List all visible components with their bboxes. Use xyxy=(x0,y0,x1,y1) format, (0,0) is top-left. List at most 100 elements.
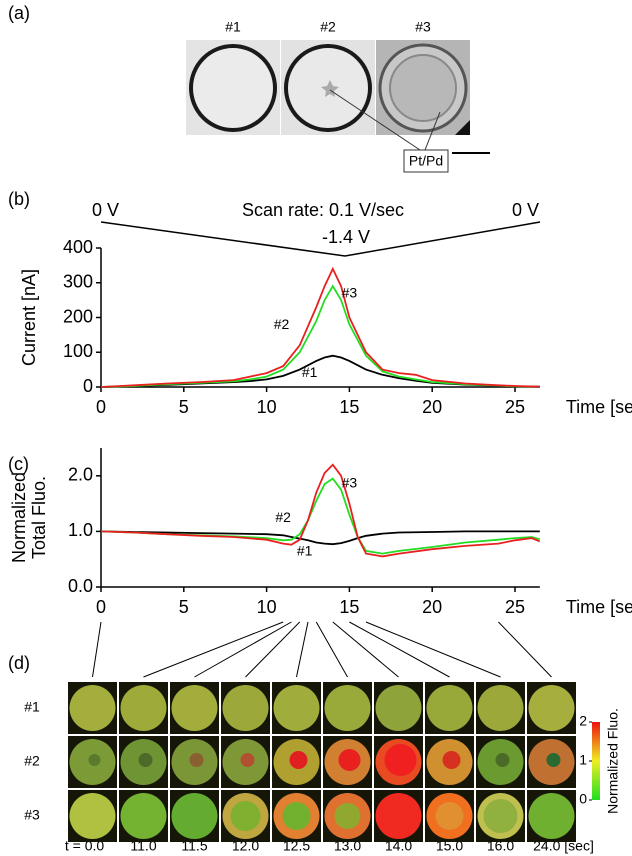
droplet-core xyxy=(338,749,361,771)
electrode xyxy=(321,80,339,97)
frame-connector xyxy=(143,621,284,678)
corner xyxy=(455,120,470,135)
row-label: #1 xyxy=(24,699,40,715)
droplet xyxy=(375,793,422,839)
electrode xyxy=(389,54,457,122)
y-axis-label: Normalized xyxy=(9,472,29,563)
voltage-label: 0 V xyxy=(512,200,539,220)
droplet xyxy=(189,44,277,132)
x-tick-label: 10 xyxy=(257,397,277,417)
voltage-label: 0 V xyxy=(92,200,119,220)
colorbar xyxy=(592,722,600,800)
x-tick-label: 15 xyxy=(339,597,359,617)
y-tick-label: 0.0 xyxy=(68,576,93,596)
y-tick-label: 0 xyxy=(83,376,93,396)
droplet xyxy=(528,793,575,839)
x-tick-label: 5 xyxy=(179,397,189,417)
frame-connector xyxy=(349,621,450,678)
panel-label: (a) xyxy=(8,3,30,23)
x-tick-label: 5 xyxy=(179,597,189,617)
colorbar-label: Normalized Fluo. xyxy=(605,708,621,814)
droplet xyxy=(324,685,371,731)
droplet-core xyxy=(282,802,311,830)
frame-connector xyxy=(92,621,102,678)
series-label: #3 xyxy=(342,474,358,490)
line-series xyxy=(100,530,540,546)
droplet xyxy=(426,685,473,731)
droplet-core xyxy=(384,744,417,776)
series-label: #3 xyxy=(342,285,358,301)
droplet-core xyxy=(546,753,561,767)
droplet xyxy=(477,685,524,731)
x-tick-label: 0 xyxy=(96,597,106,617)
frame-connector xyxy=(498,621,552,678)
y-tick-label: 2.0 xyxy=(68,465,93,485)
annotation-box xyxy=(403,149,449,173)
y-axis-label: Current [nA] xyxy=(19,269,39,366)
droplet xyxy=(120,685,167,731)
y-axis-label: Total Fluo. xyxy=(29,476,49,559)
droplet xyxy=(69,793,116,839)
row-label: #2 xyxy=(24,753,40,769)
x-tick-label: 20 xyxy=(422,397,442,417)
annotation: Pt/Pd xyxy=(409,153,443,169)
frame-connector xyxy=(296,621,309,678)
droplet-core xyxy=(240,753,255,767)
colorbar-tick-label: 2 xyxy=(579,713,587,729)
y-tick-label: 1.0 xyxy=(68,520,93,540)
series-label: #2 xyxy=(275,509,291,525)
droplet-core xyxy=(230,801,261,831)
y-tick-label: 100 xyxy=(63,341,93,361)
droplet xyxy=(69,685,116,731)
droplet-core xyxy=(334,803,361,829)
droplet-core xyxy=(442,751,461,769)
panel-label: (b) xyxy=(8,189,30,209)
y-tick-label: 400 xyxy=(63,237,93,257)
line-series xyxy=(100,463,541,558)
row-label: #3 xyxy=(24,807,40,823)
x-tick-label: 0 xyxy=(96,397,106,417)
frame-connector xyxy=(194,621,292,678)
line-series xyxy=(100,354,540,388)
frame-connector xyxy=(365,621,501,678)
panel-label: (c) xyxy=(8,454,29,474)
series-label: #1 xyxy=(297,543,313,559)
droplet xyxy=(273,685,320,731)
frame-connector xyxy=(245,621,301,678)
x-tick-label: 20 xyxy=(422,597,442,617)
line-series xyxy=(100,266,540,388)
droplet-core xyxy=(435,802,464,830)
panel-label: (d) xyxy=(8,653,30,673)
droplet-core xyxy=(138,753,153,767)
voltage-waveform xyxy=(100,221,541,257)
droplet-core xyxy=(189,753,204,767)
series-label: #1 xyxy=(302,364,318,380)
x-axis-label: Time [sec] xyxy=(566,597,632,617)
x-tick-label: 15 xyxy=(339,397,359,417)
droplet xyxy=(120,793,167,839)
image-label: #1 xyxy=(225,19,241,35)
droplet-core xyxy=(88,754,101,766)
scan-rate: Scan rate: 0.1 V/sec xyxy=(242,200,404,220)
colorbar-tick-label: 0 xyxy=(579,791,587,807)
micrographs xyxy=(186,40,490,173)
x-tick-label: 25 xyxy=(505,397,525,417)
droplet-core xyxy=(495,753,510,767)
droplet-core xyxy=(483,799,518,833)
image-label: #3 xyxy=(415,19,431,35)
pointer xyxy=(329,89,421,151)
x-axis-label: Time [sec] xyxy=(566,397,632,417)
image-label: #2 xyxy=(320,19,336,35)
line-series xyxy=(100,284,540,388)
voltage-label: -1.4 V xyxy=(322,227,370,247)
y-tick-label: 200 xyxy=(63,306,93,326)
pointer xyxy=(424,111,441,151)
droplet xyxy=(171,685,218,731)
x-tick-label: 10 xyxy=(257,597,277,617)
droplet xyxy=(171,793,218,839)
frame-connector xyxy=(315,621,348,678)
series-label: #2 xyxy=(274,316,290,332)
droplet xyxy=(528,685,575,731)
x-tick-label: 25 xyxy=(505,597,525,617)
